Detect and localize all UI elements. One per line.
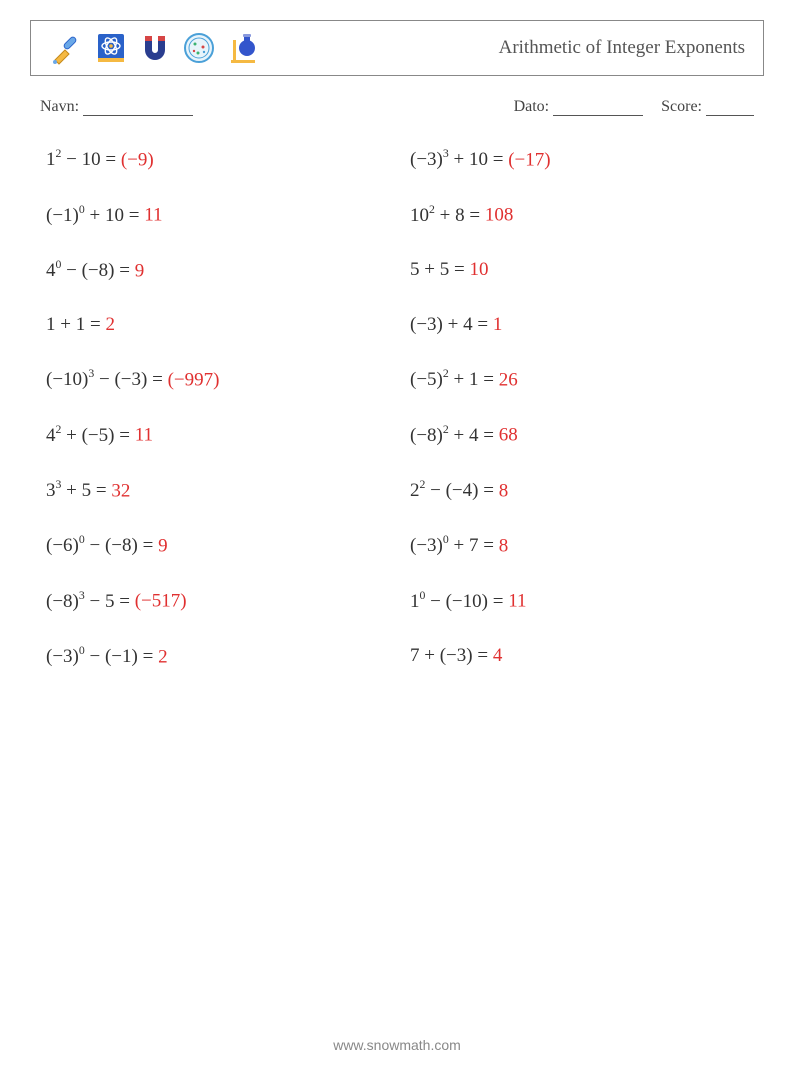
problem-expression: (−10)3 − (−3) = [46,369,168,390]
problem-expression: 5 + 5 = [410,259,469,280]
problem-answer: 26 [499,369,518,390]
footer-text: www.snowmath.com [0,1037,794,1053]
problem-answer: 11 [144,205,162,226]
problem-expression: (−5)2 + 1 = [410,369,499,390]
problems-grid: 12 − 10 = (−9) (−3)3 + 10 = (−17) (−1)0 + … [46,148,754,668]
problem: 33 + 5 = 32 [46,479,390,502]
problem-answer: 11 [508,591,526,612]
problem-expression: (−8)3 − 5 = [46,591,135,612]
problem-expression: 7 + (−3) = [410,645,493,666]
problem-answer: 8 [499,480,509,501]
problem-answer: (−517) [135,591,187,612]
problem-answer: 9 [158,535,168,556]
header-box: Arithmetic of Integer Exponents [30,20,764,76]
problem-expression: 10 − (−10) = [410,591,508,612]
magnet-icon [137,30,173,66]
problem-expression: (−6)0 − (−8) = [46,535,158,556]
problem-answer: 9 [135,260,145,281]
problem-answer: 2 [158,646,168,667]
problem: 22 − (−4) = 8 [410,479,754,502]
icon-row [49,30,261,66]
meta-date: Dato: [514,98,644,116]
meta-name: Navn: [40,98,193,116]
date-label: Dato: [514,98,550,115]
problem: 40 − (−8) = 9 [46,259,390,282]
problem-expression: (−8)2 + 4 = [410,425,499,446]
problem: (−1)0 + 10 = 11 [46,203,390,226]
problem: 42 + (−5) = 11 [46,423,390,446]
problem-answer: 8 [499,535,509,556]
page-title: Arithmetic of Integer Exponents [499,37,745,59]
problem: 102 + 8 = 108 [410,203,754,226]
problem: (−3)0 − (−1) = 2 [46,645,390,668]
problem-answer: 4 [493,645,503,666]
problem-expression: (−3)3 + 10 = [410,149,508,170]
problem-answer: (−997) [168,369,220,390]
problem-expression: 1 + 1 = [46,314,105,335]
problem: 5 + 5 = 10 [410,259,754,282]
atom-book-icon [93,30,129,66]
problem-expression: 22 − (−4) = [410,480,499,501]
problem: (−10)3 − (−3) = (−997) [46,368,390,391]
problem-answer: 1 [493,314,503,335]
score-blank[interactable] [706,98,754,116]
petri-icon [181,30,217,66]
problem: (−3)0 + 7 = 8 [410,534,754,557]
problem-answer: 2 [105,314,115,335]
problem-expression: 12 − 10 = [46,149,121,170]
dropper-icon [49,30,85,66]
problem: 7 + (−3) = 4 [410,645,754,668]
problem-expression: 40 − (−8) = [46,260,135,281]
problem-answer: (−17) [508,149,550,170]
problem: 10 − (−10) = 11 [410,589,754,612]
problem-expression: 42 + (−5) = [46,425,135,446]
problem-expression: (−3)0 + 7 = [410,535,499,556]
problem-expression: 33 + 5 = [46,480,111,501]
problem: (−8)2 + 4 = 68 [410,423,754,446]
flask-icon [225,30,261,66]
name-label: Navn: [40,98,79,116]
problem-answer: 11 [135,425,153,446]
problem-expression: (−3)0 − (−1) = [46,646,158,667]
problem-answer: 10 [469,259,488,280]
problem: (−8)3 − 5 = (−517) [46,589,390,612]
meta-score: Score: [661,98,754,116]
problem: (−6)0 − (−8) = 9 [46,534,390,557]
score-label: Score: [661,98,702,115]
problem-answer: 32 [111,480,130,501]
problem: 1 + 1 = 2 [46,314,390,336]
problem: (−5)2 + 1 = 26 [410,368,754,391]
problem: (−3) + 4 = 1 [410,314,754,336]
problem-answer: 108 [485,205,514,226]
problem-expression: (−1)0 + 10 = [46,205,144,226]
problem: (−3)3 + 10 = (−17) [410,148,754,171]
date-blank[interactable] [553,98,643,116]
problem-expression: (−3) + 4 = [410,314,493,335]
problem: 12 − 10 = (−9) [46,148,390,171]
problem-answer: 68 [499,425,518,446]
name-blank[interactable] [83,98,193,116]
problem-answer: (−9) [121,149,154,170]
meta-row: Navn: Dato: Score: [40,98,754,116]
problem-expression: 102 + 8 = [410,205,485,226]
